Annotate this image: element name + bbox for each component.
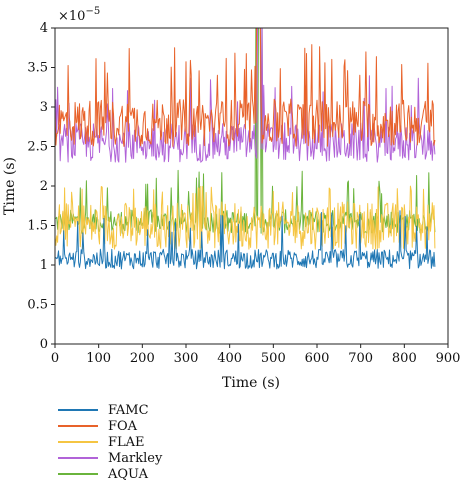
x-tick-label: 200 <box>130 351 155 366</box>
series-line-flae <box>55 185 436 250</box>
legend-item: AQUA <box>58 466 162 482</box>
legend-label: FLAE <box>108 434 145 450</box>
legend-item: FAMC <box>58 402 162 418</box>
y-tick-label: 1.5 <box>27 219 48 234</box>
x-tick-label: 700 <box>348 351 373 366</box>
legend-swatch <box>58 457 98 459</box>
y-tick-label: 0.5 <box>27 298 48 313</box>
x-tick-label: 0 <box>51 351 59 366</box>
y-tick-label: 2.5 <box>27 140 48 155</box>
series-line-foa <box>55 28 436 147</box>
x-axis: 0 100 200 300 400 500 600 700 800 900 <box>51 344 461 366</box>
legend-item: FOA <box>58 418 162 434</box>
legend-item: FLAE <box>58 434 162 450</box>
legend-label: AQUA <box>108 466 148 482</box>
legend-swatch <box>58 425 98 427</box>
y-axis-label: Time (s) <box>2 157 18 215</box>
y-tick-label: 3.5 <box>27 61 48 76</box>
x-tick-label: 600 <box>305 351 330 366</box>
x-tick-label: 900 <box>436 351 461 366</box>
legend-swatch <box>58 409 98 411</box>
legend-swatch <box>58 473 98 475</box>
legend-swatch <box>58 441 98 443</box>
x-tick-label: 300 <box>174 351 199 366</box>
series-line-famc <box>55 210 436 270</box>
legend-label: FOA <box>108 418 138 434</box>
y-tick-label: 2 <box>40 179 48 194</box>
y-tick-label: 1 <box>40 258 48 273</box>
x-axis-label: Time (s) <box>222 375 280 391</box>
x-tick-label: 500 <box>261 351 286 366</box>
series-layer <box>55 28 436 270</box>
chart: 0 100 200 300 400 500 600 700 800 900 0 0.5 1 1.5 2 2.… <box>2 6 461 391</box>
x-tick-label: 800 <box>392 351 417 366</box>
x-tick-label: 100 <box>86 351 111 366</box>
x-tick-label: 400 <box>217 351 242 366</box>
legend-item: Markley <box>58 450 162 466</box>
y-axis: 0 0.5 1 1.5 2 2.5 3 3.5 4 <box>27 21 55 352</box>
legend-label: Markley <box>108 450 163 466</box>
legend-label: FAMC <box>108 402 149 418</box>
y-tick-label: 3 <box>40 100 48 115</box>
y-tick-label: 0 <box>40 337 48 352</box>
legend: FAMC FOA FLAE Markley AQUA <box>58 402 162 482</box>
y-tick-label: 4 <box>40 21 48 36</box>
y-multiplier: ×10−5 <box>58 6 100 24</box>
